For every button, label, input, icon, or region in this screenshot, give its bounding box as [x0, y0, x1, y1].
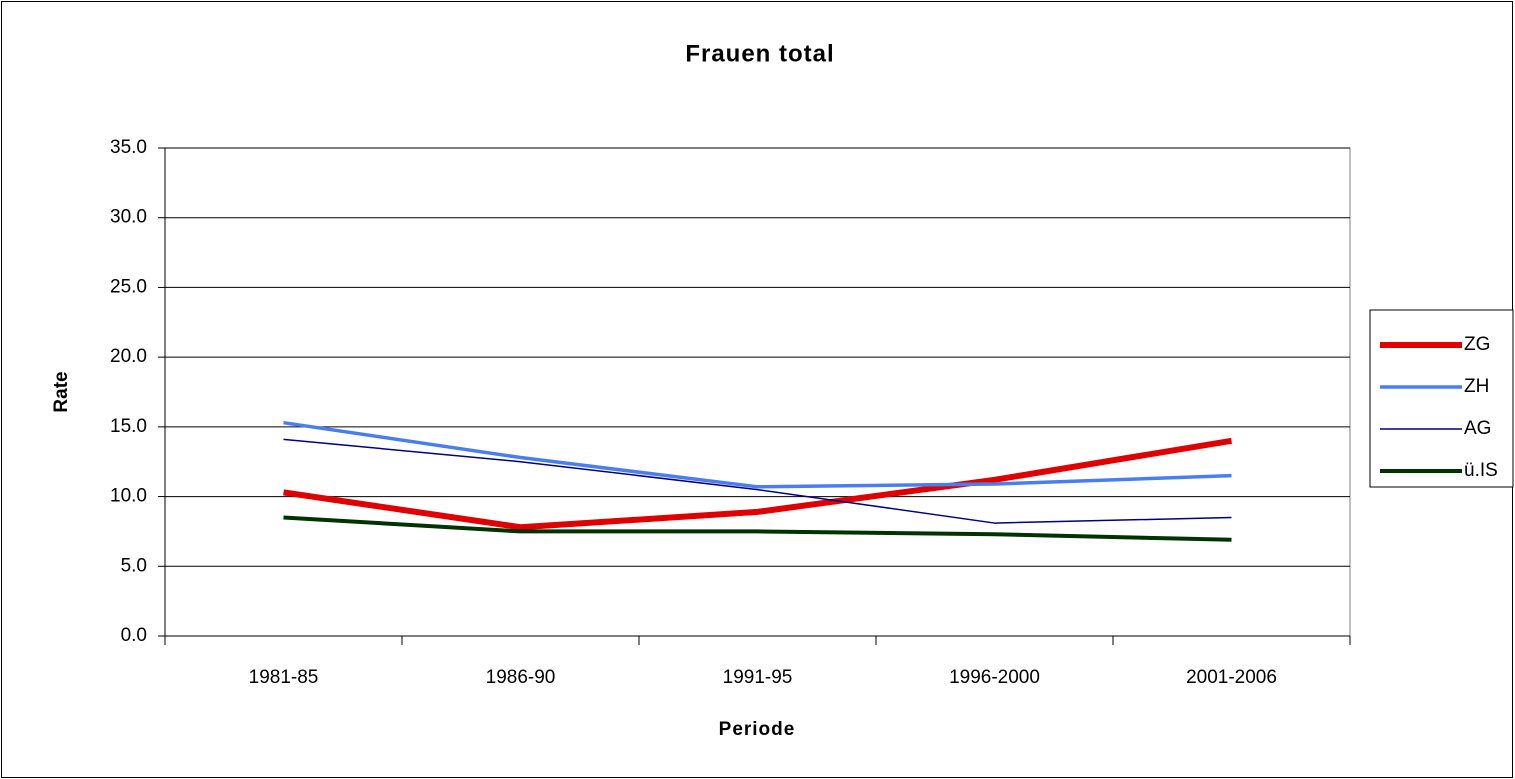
series-line	[283, 515, 1232, 542]
series-line	[283, 438, 1232, 524]
x-tick-label: 1996-2000	[949, 667, 1040, 688]
y-axis-label: Rate	[51, 371, 72, 412]
y-tick-label: 5.0	[121, 555, 147, 576]
y-tick-label: 15.0	[110, 416, 147, 437]
chart-title: Frauen total	[685, 40, 834, 67]
legend-label: ü.IS	[1464, 460, 1498, 481]
x-axis-label: Periode	[719, 719, 796, 740]
y-tick-label: 0.0	[121, 625, 147, 646]
legend-box	[1369, 309, 1514, 488]
legend-label: AG	[1464, 418, 1491, 439]
y-tick-label: 20.0	[110, 346, 147, 367]
y-tick-label: 25.0	[110, 276, 147, 297]
plot-area	[164, 147, 1351, 637]
x-tick-label: 1981-85	[249, 667, 319, 688]
y-tick-label: 35.0	[110, 137, 147, 158]
series-line	[283, 437, 1232, 531]
x-tick-label: 2001-2006	[1186, 667, 1277, 688]
y-tick-label: 30.0	[110, 207, 147, 228]
legend-label: ZG	[1464, 334, 1490, 355]
x-tick-label: 1986-90	[486, 667, 556, 688]
series-line	[283, 420, 1232, 489]
x-tick-label: 1991-95	[723, 667, 793, 688]
legend-label: ZH	[1464, 376, 1489, 397]
y-tick-label: 10.0	[110, 486, 147, 507]
